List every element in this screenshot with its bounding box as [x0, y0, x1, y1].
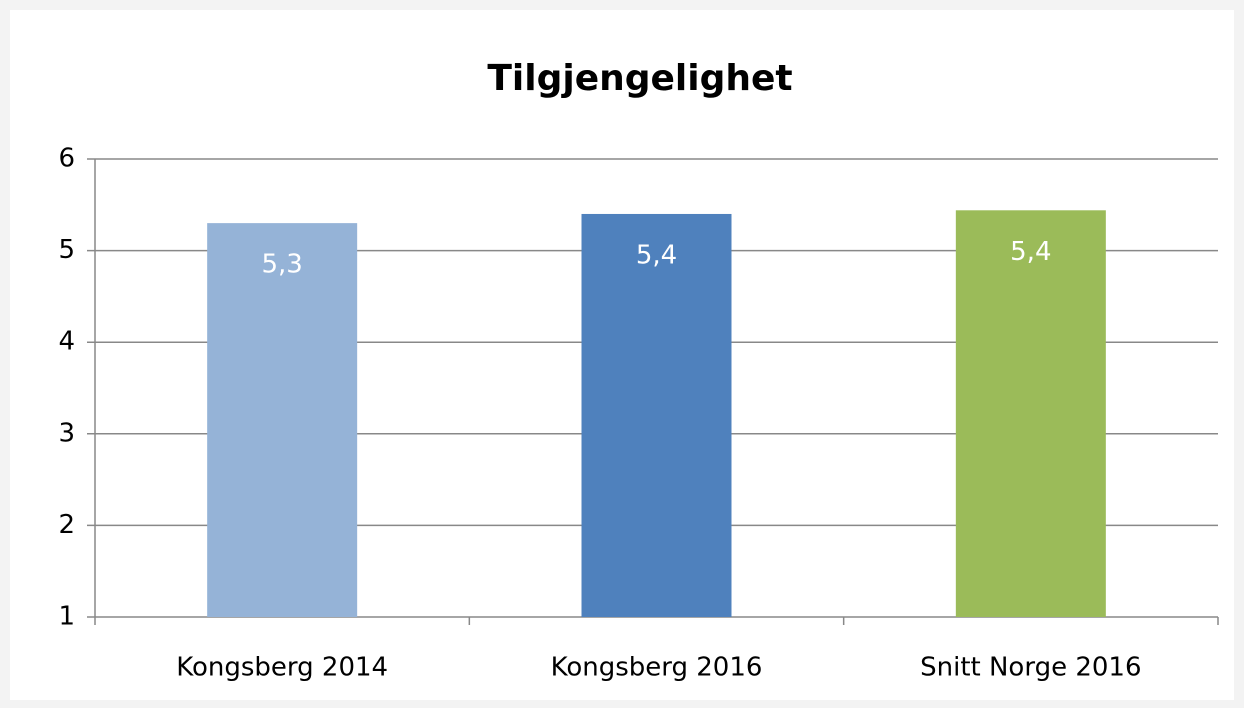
- value-label: 5,4: [1010, 237, 1051, 267]
- y-tick-label: 6: [58, 144, 75, 174]
- chart-title: Tilgjengelighet: [487, 58, 792, 99]
- bar: [581, 213, 732, 617]
- x-tick-label: Snitt Norge 2016: [920, 653, 1141, 683]
- y-tick-label: 3: [58, 418, 75, 448]
- value-label: 5,4: [636, 240, 677, 270]
- y-tick-label: 4: [58, 327, 75, 357]
- value-label: 5,3: [261, 250, 302, 280]
- bar: [955, 210, 1106, 617]
- y-tick-label: 5: [58, 235, 75, 265]
- bar: [207, 223, 358, 617]
- x-tick-label: Kongsberg 2016: [551, 653, 763, 683]
- y-tick-label: 2: [58, 510, 75, 540]
- y-tick-label: 1: [58, 602, 75, 632]
- x-tick-label: Kongsberg 2014: [176, 653, 388, 683]
